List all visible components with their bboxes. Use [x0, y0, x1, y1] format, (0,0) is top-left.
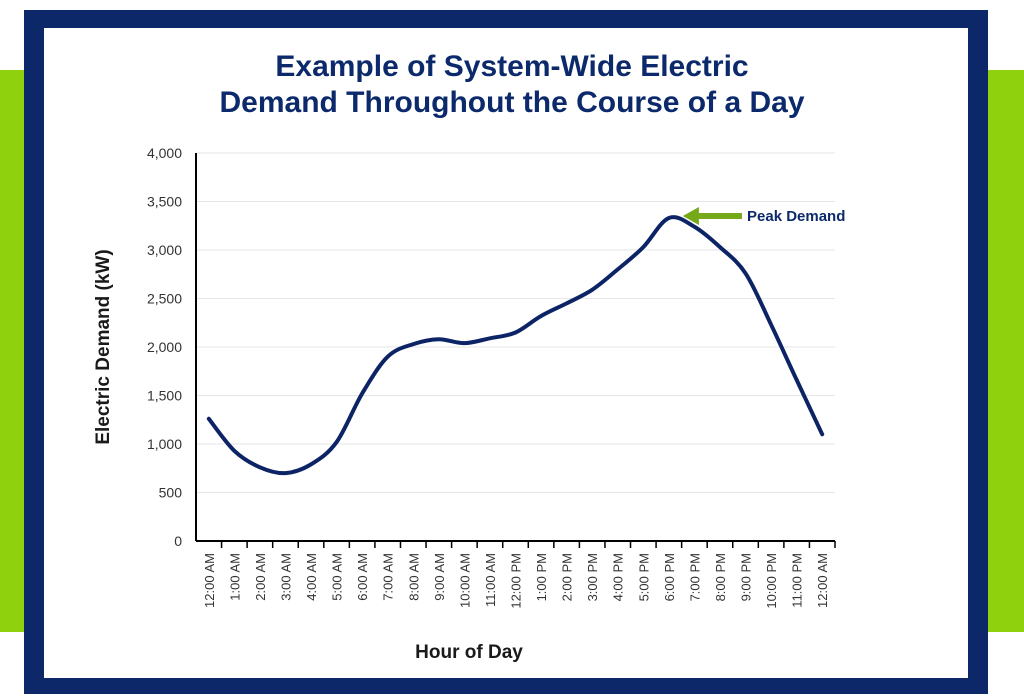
- x-tick-label: 11:00 PM: [790, 553, 805, 608]
- x-tick-label: 2:00 AM: [253, 553, 268, 601]
- chart-title-line-2: Demand Throughout the Course of a Day: [219, 86, 805, 119]
- x-tick-label: 7:00 PM: [687, 553, 702, 601]
- x-tick-label: 9:00 AM: [432, 553, 447, 601]
- y-tick-label: 1,000: [147, 436, 182, 452]
- peak-arrow-head: [682, 206, 699, 225]
- x-tick-label: 2:00 PM: [560, 553, 575, 601]
- x-tick-label: 1:00 AM: [227, 553, 242, 601]
- x-tick-label: 3:00 AM: [278, 553, 293, 601]
- y-tick-label: 0: [174, 533, 182, 549]
- x-tick-label: 5:00 PM: [636, 553, 651, 601]
- y-tick-label: 3,000: [147, 242, 182, 258]
- y-tick-label: 3,500: [147, 194, 182, 210]
- x-tick-label: 4:00 PM: [611, 553, 626, 601]
- x-axis-title: Hour of Day: [415, 642, 523, 663]
- x-tick-label: 1:00 PM: [534, 553, 549, 601]
- y-tick-label: 4,000: [147, 145, 182, 161]
- x-tick-label: 3:00 PM: [585, 553, 600, 601]
- y-tick-label: 2,000: [147, 339, 182, 355]
- demand-series-line: [206, 215, 825, 476]
- x-tick-label: 9:00 PM: [739, 553, 754, 601]
- x-tick-label: 12:00 PM: [509, 553, 524, 609]
- x-tick-label: 8:00 AM: [406, 553, 421, 601]
- y-tick-label: 1,500: [147, 388, 182, 404]
- y-tick-label: 500: [159, 485, 183, 501]
- x-tick-label: 6:00 PM: [662, 553, 677, 601]
- x-tick-label: 5:00 AM: [330, 553, 345, 601]
- right-accent-bar: [986, 70, 1024, 632]
- chart-panel: [44, 28, 968, 678]
- x-tick-label: 7:00 AM: [381, 553, 396, 601]
- x-tick-label: 10:00 PM: [764, 553, 779, 609]
- x-tick-label: 12:00 AM: [815, 553, 830, 608]
- y-tick-label: 2,500: [147, 291, 182, 307]
- x-tick-label: 6:00 AM: [355, 553, 370, 601]
- chart-title: Example of System-Wide Electric Demand T…: [0, 49, 1024, 121]
- x-tick-label: 10:00 AM: [457, 553, 472, 608]
- x-tick-label: 11:00 AM: [483, 553, 498, 607]
- y-axis-title: Electric Demand (kW): [93, 249, 114, 444]
- x-tick-label: 4:00 AM: [304, 553, 319, 601]
- x-tick-label: 12:00 AM: [202, 553, 217, 608]
- peak-demand-label: Peak Demand: [747, 208, 845, 225]
- x-tick-label: 8:00 PM: [713, 553, 728, 601]
- chart-title-line-1: Example of System-Wide Electric: [275, 50, 749, 83]
